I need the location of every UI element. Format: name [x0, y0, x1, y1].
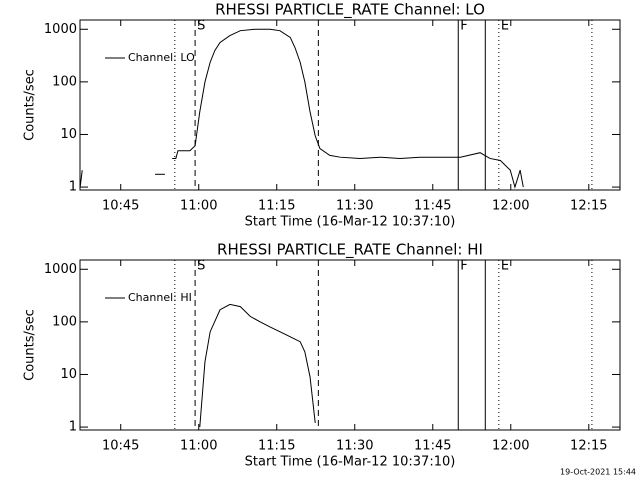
- y-axis-label: Counts/sec: [23, 69, 38, 141]
- x-tick-label: 11:30: [336, 439, 373, 454]
- y-tick-label: 1: [69, 180, 77, 195]
- plot-frame: [79, 19, 621, 191]
- marker-label: F: [460, 259, 467, 274]
- x-tick-label: 12:15: [570, 199, 607, 214]
- footer: 19-Oct-2021 15:44: [560, 468, 636, 477]
- marker-label: E: [501, 259, 509, 274]
- data-line: [172, 28, 524, 189]
- x-tick-label: 12:00: [492, 439, 529, 454]
- marker-label: E: [501, 19, 509, 34]
- x-axis-label: Start Time (16-Mar-12 10:37:10): [245, 455, 456, 470]
- data-line: [199, 303, 316, 428]
- y-tick-label: 1000: [44, 22, 77, 37]
- x-tick-label: 11:00: [180, 439, 217, 454]
- x-tick-label: 11:00: [180, 199, 217, 214]
- y-axis-label: Counts/sec: [23, 309, 38, 381]
- x-tick-label: 11:30: [336, 199, 373, 214]
- y-tick-label: 10: [60, 127, 77, 142]
- data-line: [79, 170, 83, 188]
- chart-title: RHESSI PARTICLE_RATE Channel: HI: [217, 241, 483, 260]
- x-tick-label: 10:45: [102, 199, 139, 214]
- x-axis-label: Start Time (16-Mar-12 10:37:10): [245, 215, 456, 230]
- y-tick-label: 10: [60, 367, 77, 382]
- plot-frame: [79, 259, 621, 431]
- x-tick-label: 11:15: [258, 199, 295, 214]
- x-tick-label: 11:45: [414, 199, 451, 214]
- x-tick-label: 11:45: [414, 439, 451, 454]
- legend-label: Channel: LO: [128, 51, 195, 64]
- y-tick-label: 100: [52, 74, 77, 89]
- x-tick-label: 12:15: [570, 439, 607, 454]
- legend-label: Channel: HI: [128, 291, 192, 304]
- x-tick-label: 12:00: [492, 199, 529, 214]
- x-tick-label: 10:45: [102, 439, 139, 454]
- chart-title: RHESSI PARTICLE_RATE Channel: LO: [215, 1, 485, 20]
- marker-label: S: [197, 19, 205, 34]
- marker-label: F: [460, 19, 467, 34]
- y-tick-label: 1000: [44, 262, 77, 277]
- x-tick-label: 11:15: [258, 439, 295, 454]
- y-tick-label: 100: [52, 314, 77, 329]
- marker-label: S: [197, 259, 205, 274]
- y-tick-label: 1: [69, 420, 77, 435]
